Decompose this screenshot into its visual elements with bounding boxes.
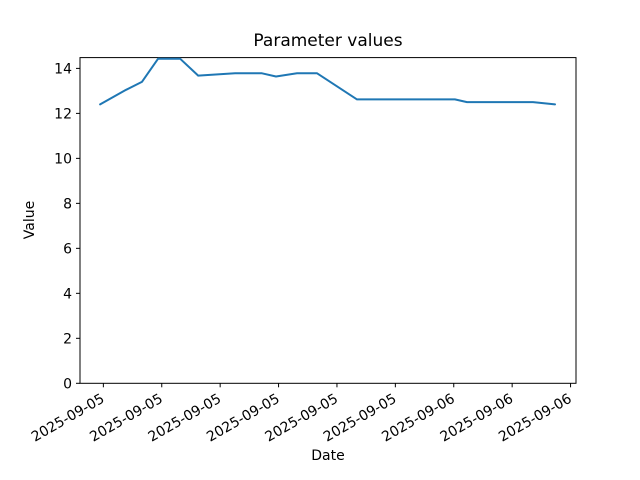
x-axis-title: Date	[311, 448, 344, 464]
y-tick-label: 0	[63, 376, 72, 392]
y-tick-label: 12	[54, 106, 72, 122]
chart-title: Parameter values	[253, 31, 402, 51]
series-layer	[99, 57, 556, 106]
axes: 024681012142025-09-052025-09-052025-09-0…	[29, 57, 577, 445]
y-tick-label: 10	[54, 151, 72, 167]
y-tick-label: 2	[63, 331, 72, 347]
y-tick-label: 4	[63, 286, 72, 302]
data-line	[99, 57, 556, 106]
y-tick-label: 14	[54, 61, 72, 77]
plot-border	[79, 57, 577, 384]
y-tick-label: 8	[63, 196, 72, 212]
y-tick-label: 6	[63, 241, 72, 257]
y-axis-title: Value	[22, 201, 38, 239]
